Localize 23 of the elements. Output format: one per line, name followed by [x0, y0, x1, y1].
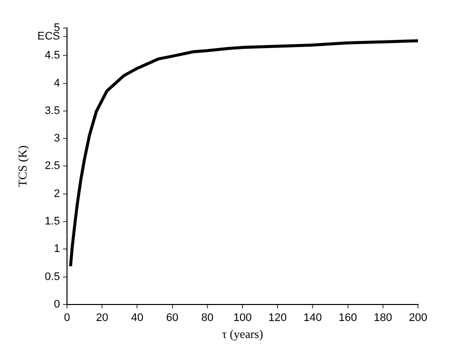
x-tick-label: 0 [64, 312, 70, 324]
x-tick-label: 20 [96, 312, 108, 324]
y-tick-label: 3 [54, 132, 60, 145]
x-tick-label: 140 [304, 312, 322, 324]
x-tick-label: 80 [201, 312, 214, 324]
x-tick-label: 40 [131, 312, 144, 324]
y-tick-label: 2.5 [44, 160, 60, 172]
y-tick-label: 0 [54, 298, 60, 310]
y-tick-label: 4.5 [44, 50, 60, 62]
x-tick-label: 60 [166, 312, 178, 324]
x-tick-label: 200 [408, 312, 428, 324]
x-tick-label: 120 [268, 312, 287, 324]
y-tick-label: 3.5 [44, 104, 60, 117]
y-tick-label: 0.5 [44, 270, 60, 283]
y-tick-label: 4 [54, 77, 60, 90]
x-tick-label: 160 [338, 312, 357, 324]
x-tick-label: 100 [233, 312, 252, 324]
y-tick-label: 1 [54, 243, 60, 256]
y-tick-label: 2 [54, 188, 60, 200]
y-axis-title: TCS (K) [15, 145, 30, 188]
y-tick-label: 1.5 [44, 216, 60, 228]
x-tick-label: 180 [374, 312, 392, 324]
x-axis-title: τ (years) [222, 326, 264, 341]
